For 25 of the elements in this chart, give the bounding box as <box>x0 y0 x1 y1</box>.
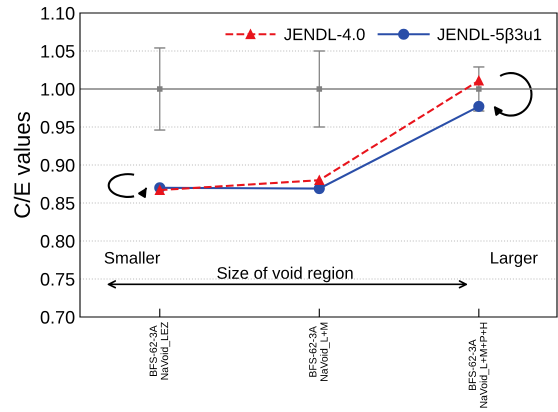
annotation: Smaller <box>104 251 160 264</box>
y-axis-title: C/E values <box>14 112 30 218</box>
y-tick-label: 0.95 <box>40 120 74 134</box>
y-tick-label: 0.75 <box>40 272 74 286</box>
y-tick-label: 0.70 <box>40 310 74 324</box>
y-tick-label: 1.05 <box>41 44 74 58</box>
y-tick-label: 0.80 <box>40 234 74 248</box>
x-tick-label: BFS-62-3A NaVoid_LEZ <box>150 322 170 380</box>
point <box>474 76 484 86</box>
y-tick-label: 0.90 <box>40 158 74 172</box>
x-tick-label: BFS-62-3A NaVoid_L+M+P+H <box>468 322 490 408</box>
point <box>156 86 163 92</box>
y-tick-label: 1.00 <box>41 82 74 96</box>
y-tick-label: 1.10 <box>41 6 74 20</box>
annotation: Larger <box>491 252 538 268</box>
legend-label: JENDL-5β3u1 <box>437 28 542 44</box>
point <box>473 100 484 112</box>
annotation: Size of void region <box>217 266 353 282</box>
x-tick-label: BFS-62-3A NaVoid_L+M <box>309 322 330 381</box>
y-tick-label: 0.85 <box>40 196 74 210</box>
point <box>476 86 482 92</box>
point <box>154 185 165 195</box>
legend-label: JENDL-4.0 <box>284 28 365 40</box>
point <box>314 175 324 186</box>
point <box>316 86 322 92</box>
